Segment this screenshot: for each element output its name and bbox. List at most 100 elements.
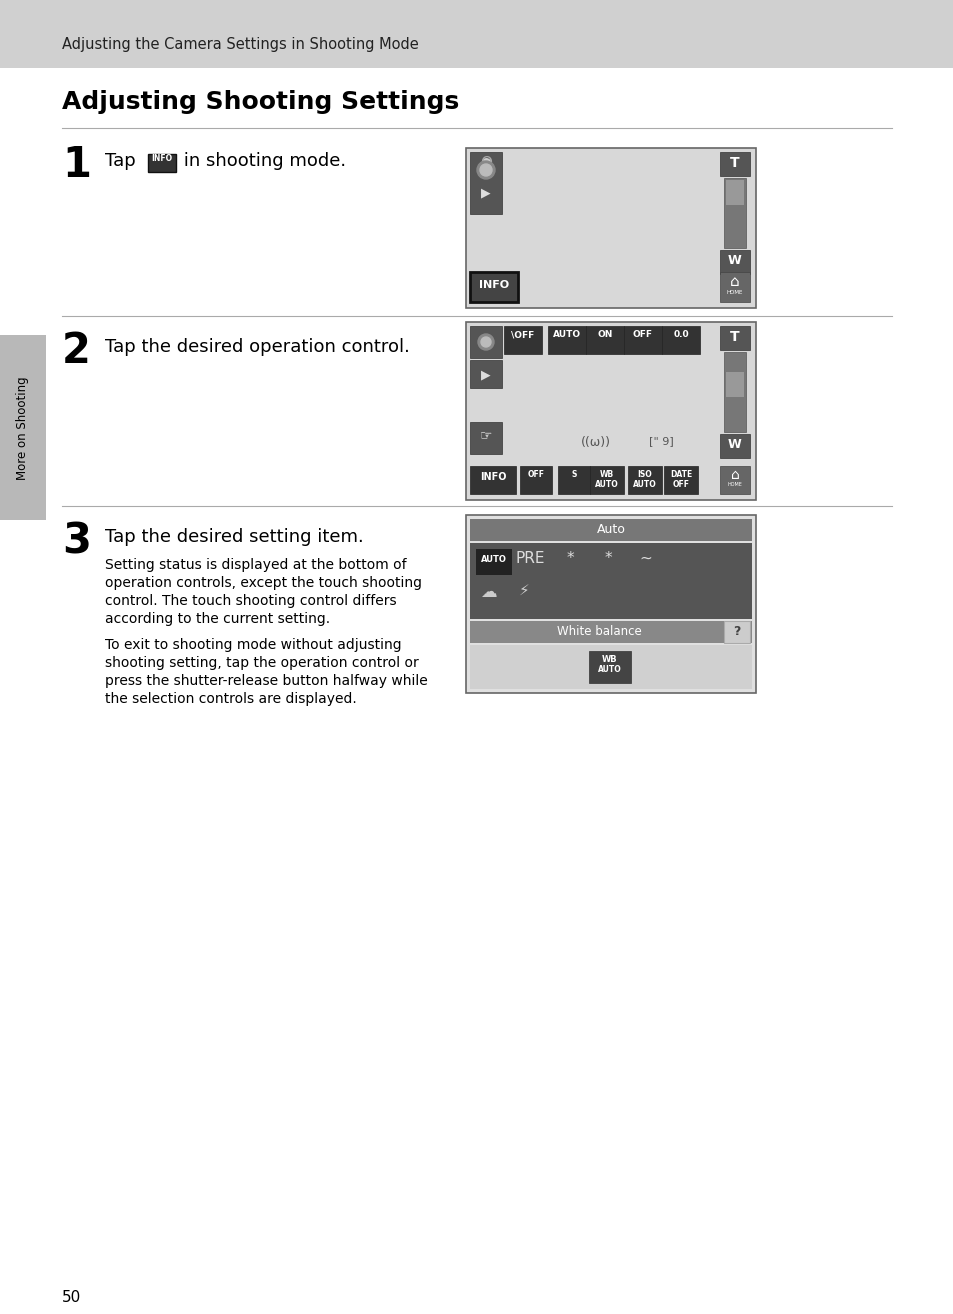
- Text: the selection controls are displayed.: the selection controls are displayed.: [105, 692, 356, 706]
- Text: T: T: [729, 330, 739, 344]
- Bar: [465, 148, 755, 307]
- Text: T: T: [729, 156, 739, 170]
- Bar: [627, 466, 661, 494]
- Bar: [720, 434, 749, 459]
- Bar: [470, 622, 751, 643]
- Bar: [503, 326, 541, 353]
- Bar: [148, 154, 175, 172]
- Text: HOME: HOME: [727, 482, 741, 487]
- Text: ON: ON: [597, 330, 612, 339]
- Bar: [723, 622, 749, 643]
- Text: W: W: [727, 438, 741, 451]
- Text: ⬤: ⬤: [480, 158, 491, 168]
- Text: 0.0: 0.0: [673, 330, 688, 339]
- Text: WB: WB: [601, 654, 618, 664]
- Bar: [663, 466, 698, 494]
- Bar: [661, 326, 700, 353]
- Text: More on Shooting: More on Shooting: [16, 376, 30, 480]
- Text: OFF: OFF: [633, 330, 652, 339]
- Bar: [725, 372, 743, 397]
- Text: ~: ~: [639, 551, 652, 566]
- Bar: [723, 177, 745, 248]
- Text: INFO: INFO: [478, 280, 509, 290]
- Bar: [723, 352, 745, 432]
- Bar: [589, 466, 623, 494]
- Text: Adjusting the Camera Settings in Shooting Mode: Adjusting the Camera Settings in Shootin…: [62, 37, 418, 51]
- Text: Auto: Auto: [596, 523, 625, 536]
- Text: HOME: HOME: [726, 290, 742, 296]
- Text: \OFF: \OFF: [511, 330, 534, 339]
- Text: 50: 50: [62, 1290, 81, 1305]
- Bar: [0, 0, 953, 68]
- Bar: [470, 360, 501, 388]
- Text: Setting status is displayed at the bottom of: Setting status is displayed at the botto…: [105, 558, 406, 572]
- Text: *: *: [603, 551, 611, 566]
- Text: OFF: OFF: [527, 470, 544, 480]
- Text: AUTO: AUTO: [553, 330, 580, 339]
- Text: ☁: ☁: [479, 583, 496, 600]
- Text: S: S: [571, 470, 576, 480]
- Bar: [720, 272, 749, 302]
- Bar: [470, 152, 501, 214]
- Bar: [623, 326, 661, 353]
- Bar: [476, 549, 512, 576]
- Bar: [720, 152, 749, 176]
- Bar: [588, 650, 630, 683]
- Bar: [547, 326, 585, 353]
- Bar: [725, 180, 743, 205]
- Text: according to the current setting.: according to the current setting.: [105, 612, 330, 625]
- Bar: [465, 322, 755, 501]
- Bar: [470, 543, 751, 619]
- Text: ▶: ▶: [480, 368, 490, 381]
- Text: shooting setting, tap the operation control or: shooting setting, tap the operation cont…: [105, 656, 418, 670]
- Circle shape: [477, 334, 494, 350]
- Bar: [720, 466, 749, 494]
- Bar: [585, 326, 623, 353]
- Text: in shooting mode.: in shooting mode.: [178, 152, 346, 170]
- Bar: [720, 326, 749, 350]
- Text: Tap: Tap: [105, 152, 141, 170]
- Circle shape: [479, 164, 492, 176]
- Text: ⚡: ⚡: [518, 583, 529, 598]
- Text: control. The touch shooting control differs: control. The touch shooting control diff…: [105, 594, 396, 608]
- Bar: [0, 335, 46, 520]
- Text: Tap the desired operation control.: Tap the desired operation control.: [105, 338, 410, 356]
- Text: 3: 3: [62, 520, 91, 562]
- Text: AUTO: AUTO: [598, 665, 621, 674]
- Text: AUTO: AUTO: [480, 555, 506, 564]
- Text: ?: ?: [733, 625, 740, 639]
- Text: W: W: [727, 254, 741, 267]
- Text: ISO
AUTO: ISO AUTO: [633, 470, 657, 489]
- Text: White balance: White balance: [556, 625, 640, 639]
- Circle shape: [480, 336, 491, 347]
- Text: To exit to shooting mode without adjusting: To exit to shooting mode without adjusti…: [105, 639, 401, 652]
- Text: ▶: ▶: [480, 187, 490, 198]
- Bar: [465, 515, 755, 692]
- Text: Adjusting Shooting Settings: Adjusting Shooting Settings: [62, 89, 458, 114]
- Text: ((ω)): ((ω)): [580, 436, 610, 449]
- Bar: [470, 466, 516, 494]
- Text: press the shutter-release button halfway while: press the shutter-release button halfway…: [105, 674, 427, 689]
- Text: ☞: ☞: [479, 428, 492, 442]
- Text: WB
AUTO: WB AUTO: [595, 470, 618, 489]
- Text: DATE
OFF: DATE OFF: [669, 470, 691, 489]
- Text: Tap the desired setting item.: Tap the desired setting item.: [105, 528, 363, 547]
- Bar: [720, 250, 749, 275]
- Text: *: *: [565, 551, 573, 566]
- Text: O: O: [479, 156, 492, 171]
- Bar: [470, 326, 501, 357]
- Text: INFO: INFO: [479, 472, 506, 482]
- Text: [" 9]: [" 9]: [648, 436, 673, 445]
- Bar: [470, 272, 517, 302]
- Text: 1: 1: [62, 145, 91, 187]
- Bar: [470, 422, 501, 455]
- Bar: [470, 645, 751, 689]
- Bar: [558, 466, 589, 494]
- Text: operation controls, except the touch shooting: operation controls, except the touch sho…: [105, 576, 421, 590]
- Text: INFO: INFO: [152, 154, 172, 163]
- Text: ⌂: ⌂: [729, 275, 739, 289]
- Bar: [470, 519, 751, 541]
- Text: PRE: PRE: [515, 551, 544, 566]
- Text: 2: 2: [62, 330, 91, 372]
- Text: ⌂: ⌂: [730, 468, 739, 482]
